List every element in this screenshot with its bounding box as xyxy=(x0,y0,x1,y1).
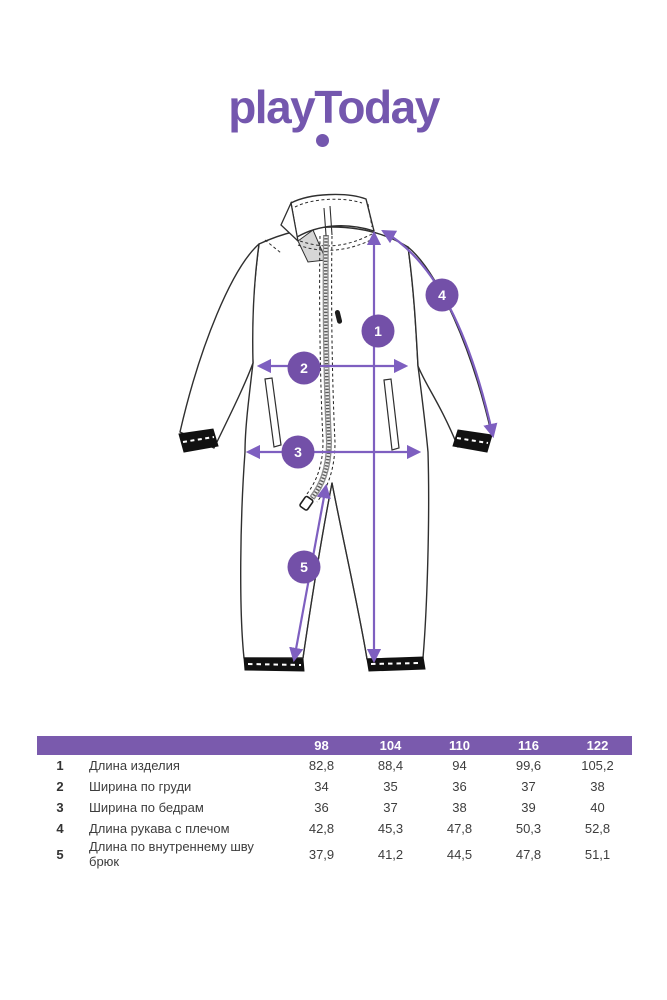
marker-4: 4 xyxy=(425,278,459,312)
marker-1-label: 1 xyxy=(374,323,382,339)
size-column-header: 98 xyxy=(314,738,329,753)
row-value: 37 xyxy=(383,800,398,815)
measurement-markers: 1 2 3 4 5 xyxy=(281,278,459,584)
row-label: Ширина по груди xyxy=(89,779,192,794)
marker-3: 3 xyxy=(281,435,315,469)
row-value: 38 xyxy=(452,800,467,815)
marker-1: 1 xyxy=(361,314,395,348)
marker-5: 5 xyxy=(287,550,321,584)
table-row: 3 Ширина по бедрам 36 37 38 39 40 xyxy=(37,797,632,818)
marker-2: 2 xyxy=(287,351,321,385)
row-value: 52,8 xyxy=(584,821,611,836)
table-row: 4 Длина рукава с плечом 42,8 45,3 47,8 5… xyxy=(37,818,632,839)
size-column-header: 110 xyxy=(449,738,470,753)
size-column-header: 116 xyxy=(518,738,539,753)
row-number: 2 xyxy=(56,779,64,794)
brand-logo: playToday xyxy=(0,81,667,147)
row-number: 5 xyxy=(56,846,64,862)
brand-logo-text: playToday xyxy=(228,81,440,133)
row-value: 42,8 xyxy=(308,821,335,836)
marker-2-label: 2 xyxy=(300,360,308,376)
row-label: Длина рукава с плечом xyxy=(89,821,230,836)
size-column-header: 122 xyxy=(586,738,609,753)
brand-logo-dot-icon xyxy=(316,134,329,147)
row-value: 82,8 xyxy=(308,758,335,773)
row-value: 41,2 xyxy=(377,846,404,862)
row-number: 1 xyxy=(56,758,64,773)
row-number: 3 xyxy=(56,800,64,815)
row-value: 40 xyxy=(590,800,605,815)
row-value: 47,8 xyxy=(446,821,473,836)
marker-5-label: 5 xyxy=(300,559,308,575)
row-value: 37 xyxy=(521,779,536,794)
table-row: 2 Ширина по груди 34 35 36 37 38 xyxy=(37,776,632,797)
row-value: 45,3 xyxy=(377,821,404,836)
size-table-header: 98 104 110 116 122 xyxy=(37,736,632,755)
row-value: 105,2 xyxy=(581,758,614,773)
row-value: 39 xyxy=(521,800,536,815)
row-value: 36 xyxy=(314,800,329,815)
garment-cuffs-hems xyxy=(178,428,493,672)
marker-4-label: 4 xyxy=(438,287,446,303)
row-value: 38 xyxy=(590,779,605,794)
row-value: 34 xyxy=(314,779,329,794)
row-value: 44,5 xyxy=(446,846,473,862)
jumpsuit-measurement-diagram: 1 2 3 4 5 xyxy=(178,193,498,672)
garment-body-outline xyxy=(240,226,430,660)
marker-3-label: 3 xyxy=(294,444,302,460)
row-label: Длина изделия xyxy=(89,758,180,773)
row-value: 47,8 xyxy=(515,846,542,862)
row-value: 35 xyxy=(383,779,398,794)
row-value: 36 xyxy=(452,779,467,794)
size-column-header: 104 xyxy=(379,738,402,753)
size-table: 98 104 110 116 122 1 Длина изделия 82,8 … xyxy=(37,736,632,869)
row-label: Длина по внутреннему шву брюк xyxy=(89,839,254,869)
row-value: 94 xyxy=(452,758,467,773)
row-number: 4 xyxy=(56,821,64,836)
row-value: 37,9 xyxy=(308,846,335,862)
row-value: 50,3 xyxy=(515,821,542,836)
table-row: 5 Длина по внутреннему шву брюк 37,9 41,… xyxy=(37,839,632,869)
row-value: 51,1 xyxy=(584,846,611,862)
row-label: Ширина по бедрам xyxy=(89,800,204,815)
row-value: 99,6 xyxy=(515,758,542,773)
table-row: 1 Длина изделия 82,8 88,4 94 99,6 105,2 xyxy=(37,755,632,776)
row-value: 88,4 xyxy=(377,758,404,773)
